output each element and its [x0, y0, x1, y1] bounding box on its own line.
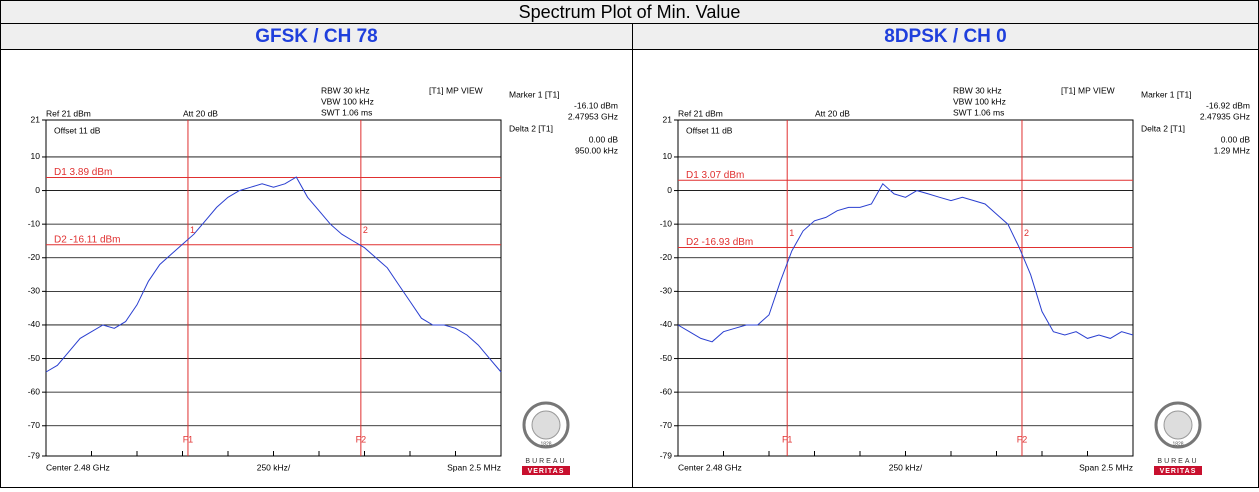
y-tick-label: -30	[28, 286, 41, 296]
y-tick-label: -40	[28, 319, 41, 329]
delta-freq: 1.29 MHz	[1214, 145, 1250, 155]
span: Span 2.5 MHz	[447, 462, 501, 472]
display-line-label: D2 -16.11 dBm	[54, 234, 121, 245]
y-tick-label: 10	[31, 151, 41, 161]
y-tick-label: -10	[28, 218, 41, 228]
setting-text: RBW 30 kHz	[953, 85, 1002, 95]
center-freq: Center 2.48 GHz	[46, 462, 110, 472]
per-division: 250 kHz/	[257, 462, 291, 472]
column-headers: GFSK / CH 78 8DPSK / CH 0	[1, 24, 1258, 50]
setting-text: RBW 30 kHz	[321, 85, 370, 95]
view-text: [T1] MP VIEW	[1061, 85, 1115, 95]
setting-text: SWT 1.06 ms	[953, 107, 1004, 117]
marker-level: -16.92 dBm	[1206, 100, 1250, 110]
attenuation: Att 20 dB	[183, 108, 218, 118]
attenuation: Att 20 dB	[815, 108, 850, 118]
display-line-label: D1 3.89 dBm	[54, 167, 112, 178]
y-tick-label: -70	[28, 420, 41, 430]
logo-text: VERITAS	[1160, 468, 1197, 475]
marker-label: 2	[363, 225, 368, 235]
per-division: 250 kHz/	[889, 462, 923, 472]
offset: Offset 11 dB	[54, 125, 101, 135]
marker-label: 1	[789, 228, 794, 238]
y-tick-label: 21	[663, 114, 673, 124]
setting-text: VBW 100 kHz	[953, 96, 1006, 106]
logo-year: 1828	[1172, 441, 1183, 447]
plot-cell: 21 10 0 -10 -20 -30 -40 -50 -60 -70 -79 D1 3.07 dBm…	[633, 50, 1258, 487]
ref-level: Ref 21 dBm	[46, 108, 91, 118]
ref-level: Ref 21 dBm	[678, 108, 723, 118]
plot-cell: 21 10 0 -10 -20 -30 -40 -50 -60 -70 -79 D1 3.89 dBm…	[1, 50, 633, 487]
logo-year: 1828	[540, 441, 551, 447]
span: Span 2.5 MHz	[1079, 462, 1133, 472]
trace	[677, 183, 1134, 343]
y-tick-label: 0	[667, 185, 672, 195]
display-line-label: D2 -16.93 dBm	[686, 237, 753, 248]
marker-label: 1	[190, 225, 195, 235]
setting-text: SWT 1.06 ms	[321, 107, 372, 117]
delta-title: Delta 2 [T1]	[1141, 123, 1185, 133]
plot-row: 21 10 0 -10 -20 -30 -40 -50 -60 -70 -79 D1 3.89 dBm…	[1, 50, 1258, 487]
frequency-line-label: F2	[356, 434, 367, 444]
y-tick-label: -50	[28, 353, 41, 363]
logo-band	[1154, 466, 1202, 475]
marker-label: 2	[1024, 228, 1029, 238]
marker-title: Marker 1 [T1]	[1141, 89, 1192, 99]
y-tick-label: -79	[28, 450, 41, 460]
y-tick-label: -20	[28, 252, 41, 262]
marker-title: Marker 1 [T1]	[509, 89, 560, 99]
y-tick-label: -30	[660, 286, 673, 296]
offset: Offset 11 dB	[686, 125, 733, 135]
logo-text: BUREAU	[1157, 458, 1198, 465]
display-line-label: D1 3.07 dBm	[686, 170, 744, 181]
view-text: [T1] MP VIEW	[429, 85, 483, 95]
frequency-line-label: F1	[183, 434, 194, 444]
marker-level: -16.10 dBm	[574, 100, 618, 110]
y-tick-label: -10	[660, 218, 673, 228]
marker-freq: 2.47953 GHz	[568, 111, 618, 121]
marker-freq: 2.47935 GHz	[1200, 111, 1250, 121]
y-tick-label: 21	[31, 114, 41, 124]
table-title: Spectrum Plot of Min. Value	[1, 1, 1258, 24]
column-header: GFSK / CH 78	[1, 24, 633, 49]
column-header: 8DPSK / CH 0	[884, 26, 1007, 47]
plot-frame	[45, 119, 502, 457]
y-tick-label: -20	[660, 252, 673, 262]
logo-text: BUREAU	[525, 458, 566, 465]
y-tick-label: -50	[660, 353, 673, 363]
y-tick-label: -60	[28, 386, 41, 396]
setting-text: VBW 100 kHz	[321, 96, 374, 106]
logo-inner	[1163, 410, 1193, 440]
frequency-line-label: F2	[1017, 434, 1028, 444]
delta-freq: 950.00 kHz	[575, 145, 618, 155]
center-freq: Center 2.48 GHz	[678, 462, 742, 472]
logo-band	[522, 466, 570, 475]
y-tick-label: -60	[660, 386, 673, 396]
frequency-line-label: F1	[782, 434, 793, 444]
delta-title: Delta 2 [T1]	[509, 123, 553, 133]
delta-level: 0.00 dB	[1221, 134, 1251, 144]
y-tick-label: -40	[660, 319, 673, 329]
logo-text: VERITAS	[528, 468, 565, 475]
y-tick-label: 10	[663, 151, 673, 161]
y-tick-label: 0	[35, 185, 40, 195]
y-tick-label: -79	[660, 450, 673, 460]
trace	[45, 176, 502, 373]
logo-inner	[531, 410, 561, 440]
delta-level: 0.00 dB	[589, 134, 619, 144]
plot-frame	[677, 119, 1134, 457]
y-tick-label: -70	[660, 420, 673, 430]
